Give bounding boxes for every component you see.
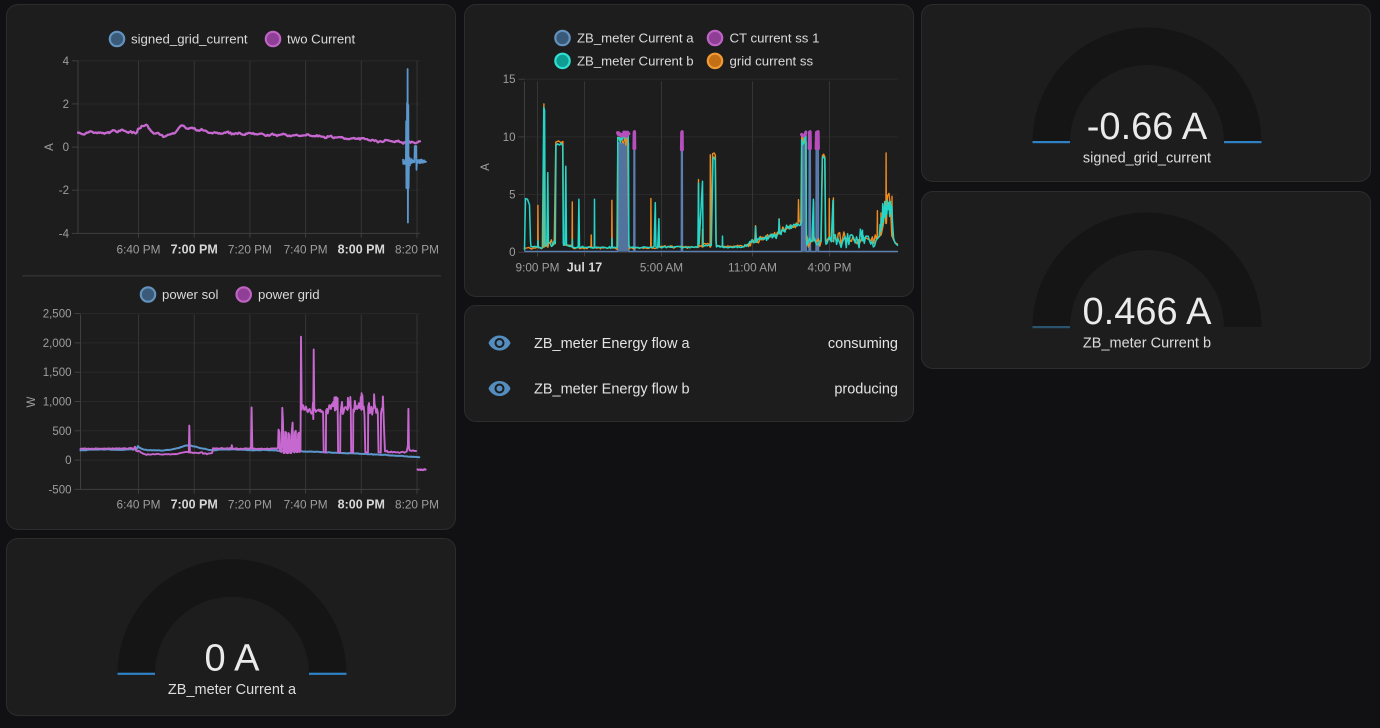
svg-text:0: 0 [65, 455, 71, 467]
svg-text:8:20 PM: 8:20 PM [395, 498, 439, 512]
svg-text:1,500: 1,500 [43, 367, 72, 379]
svg-text:15: 15 [503, 74, 516, 86]
svg-text:4: 4 [63, 56, 70, 68]
svg-text:Jul 17: Jul 17 [567, 261, 602, 275]
svg-text:500: 500 [52, 426, 71, 438]
svg-text:7:40 PM: 7:40 PM [284, 498, 328, 512]
svg-text:ZB_meter Current a: ZB_meter Current a [168, 682, 297, 698]
svg-text:-0.66 A: -0.66 A [1087, 106, 1208, 148]
svg-text:ZB_meter Energy flow a: ZB_meter Energy flow a [534, 336, 690, 352]
svg-text:8:00 PM: 8:00 PM [338, 243, 385, 257]
svg-text:-500: -500 [48, 484, 71, 496]
svg-text:ZB_meter Current b: ZB_meter Current b [577, 54, 694, 69]
svg-text:producing: producing [834, 382, 898, 398]
svg-text:0: 0 [509, 247, 515, 259]
svg-text:W: W [26, 396, 38, 407]
svg-text:2: 2 [63, 99, 69, 111]
svg-text:1,000: 1,000 [43, 397, 72, 409]
svg-text:consuming: consuming [828, 336, 898, 352]
svg-text:power sol: power sol [162, 287, 219, 302]
svg-text:signed_grid_current: signed_grid_current [131, 32, 248, 47]
svg-text:6:40 PM: 6:40 PM [117, 243, 161, 257]
svg-text:5:00 AM: 5:00 AM [640, 261, 683, 275]
svg-text:4:00 PM: 4:00 PM [808, 261, 852, 275]
svg-text:8:00 PM: 8:00 PM [338, 498, 385, 512]
svg-text:ZB_meter Energy flow b: ZB_meter Energy flow b [534, 382, 690, 398]
svg-text:power grid: power grid [258, 287, 320, 302]
svg-text:-4: -4 [59, 228, 70, 240]
svg-text:-2: -2 [59, 185, 69, 197]
svg-text:grid current ss: grid current ss [730, 54, 814, 69]
svg-text:CT current ss 1: CT current ss 1 [730, 31, 820, 46]
svg-text:0 A: 0 A [205, 638, 261, 680]
svg-text:2,000: 2,000 [43, 338, 72, 350]
svg-text:9:00 PM: 9:00 PM [516, 261, 560, 275]
svg-text:7:20 PM: 7:20 PM [228, 498, 272, 512]
svg-text:A: A [44, 143, 56, 151]
svg-text:10: 10 [503, 132, 516, 144]
svg-text:7:40 PM: 7:40 PM [284, 243, 328, 257]
svg-text:7:00 PM: 7:00 PM [171, 243, 218, 257]
svg-text:ZB_meter Current a: ZB_meter Current a [577, 31, 694, 46]
svg-text:0: 0 [63, 142, 69, 154]
svg-text:11:00 AM: 11:00 AM [728, 261, 777, 275]
svg-text:two Current: two Current [287, 32, 355, 47]
svg-text:signed_grid_current: signed_grid_current [1083, 151, 1211, 167]
svg-text:7:00 PM: 7:00 PM [171, 498, 218, 512]
svg-text:8:20 PM: 8:20 PM [395, 243, 439, 257]
svg-text:0.466 A: 0.466 A [1083, 291, 1213, 333]
svg-text:ZB_meter Current b: ZB_meter Current b [1083, 336, 1211, 352]
svg-text:2,500: 2,500 [43, 309, 72, 321]
svg-text:5: 5 [509, 190, 515, 202]
svg-text:A: A [480, 163, 492, 171]
svg-text:6:40 PM: 6:40 PM [117, 498, 161, 512]
svg-text:7:20 PM: 7:20 PM [228, 243, 272, 257]
